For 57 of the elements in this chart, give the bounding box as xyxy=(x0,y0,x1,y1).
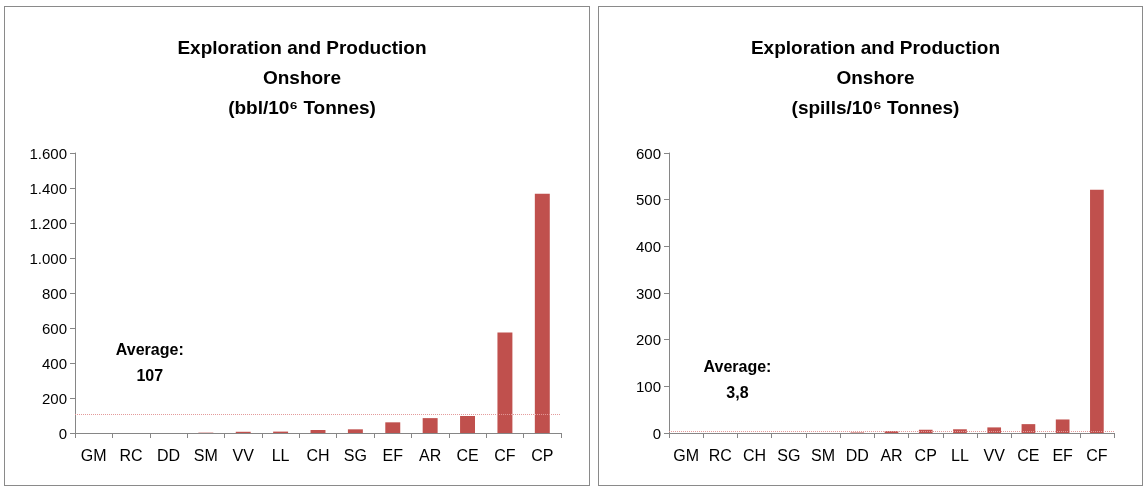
y-tick-label: 100 xyxy=(635,377,661,395)
x-tick-label: LL xyxy=(951,446,969,464)
y-tick-label: 600 xyxy=(635,144,661,162)
x-tick-label: GM xyxy=(80,446,107,464)
ref-line-label: Average: 107 xyxy=(115,340,184,384)
x-tick-label: CE xyxy=(1017,446,1040,464)
x-tick-label: LL xyxy=(271,446,290,464)
x-tick-label: VV xyxy=(983,446,1006,464)
bar xyxy=(1090,189,1104,433)
x-tick-label: AR xyxy=(419,446,442,464)
chart-title: Exploration and Production Onshore (spills/10⁶ Tonnes) xyxy=(750,36,1001,118)
y-tick-label: 200 xyxy=(635,331,661,349)
bar xyxy=(347,429,363,433)
y-tick-label: 0 xyxy=(58,424,67,442)
x-tick-label: VV xyxy=(232,446,255,464)
x-tick-label: DD xyxy=(845,446,869,464)
x-tick-label: CP xyxy=(531,446,554,464)
bar xyxy=(497,332,513,433)
y-tick-label: 1.600 xyxy=(29,144,67,162)
y-tick-label: 400 xyxy=(635,237,661,255)
y-tick-label: 1.000 xyxy=(29,249,67,267)
y-tick-label: 400 xyxy=(41,354,67,372)
x-tick-label: EF xyxy=(382,446,404,464)
x-tick-label: CH xyxy=(306,446,330,464)
bar xyxy=(422,418,438,433)
bar xyxy=(987,427,1002,433)
y-tick-label: 1.400 xyxy=(29,179,67,197)
x-tick-label: EF xyxy=(1052,446,1074,464)
ref-line-label: Average: 3,8 xyxy=(703,357,772,401)
x-tick-label: CE xyxy=(456,446,479,464)
x-tick-label: CH xyxy=(743,446,767,464)
x-tick-label: RC xyxy=(119,446,143,464)
x-tick-label: DD xyxy=(156,446,181,464)
bar xyxy=(460,416,476,433)
x-tick-label: AR xyxy=(880,446,903,464)
y-tick-label: 0 xyxy=(652,424,661,442)
bar xyxy=(1021,424,1036,433)
bar xyxy=(534,193,550,433)
y-tick-label: 1.200 xyxy=(29,214,67,232)
x-tick-label: SM xyxy=(193,446,218,464)
bar xyxy=(1055,419,1070,433)
y-tick-label: 800 xyxy=(41,284,67,302)
bar xyxy=(385,422,401,433)
chart-title: Exploration and Production Onshore (bbl/10⁶ Tonnes) xyxy=(177,36,427,118)
y-tick-label: 500 xyxy=(635,191,661,209)
x-tick-label: CF xyxy=(1086,446,1108,464)
x-tick-label: SG xyxy=(777,446,801,464)
y-tick-label: 300 xyxy=(635,284,661,302)
x-tick-label: RC xyxy=(708,446,732,464)
x-tick-label: SM xyxy=(811,446,836,464)
y-tick-label: 600 xyxy=(41,319,67,337)
y-tick-label: 200 xyxy=(41,389,67,407)
x-tick-label: GM xyxy=(673,446,700,464)
x-tick-label: CF xyxy=(494,446,516,464)
x-tick-label: CP xyxy=(914,446,937,464)
bar xyxy=(310,430,326,433)
x-tick-label: SG xyxy=(343,446,367,464)
